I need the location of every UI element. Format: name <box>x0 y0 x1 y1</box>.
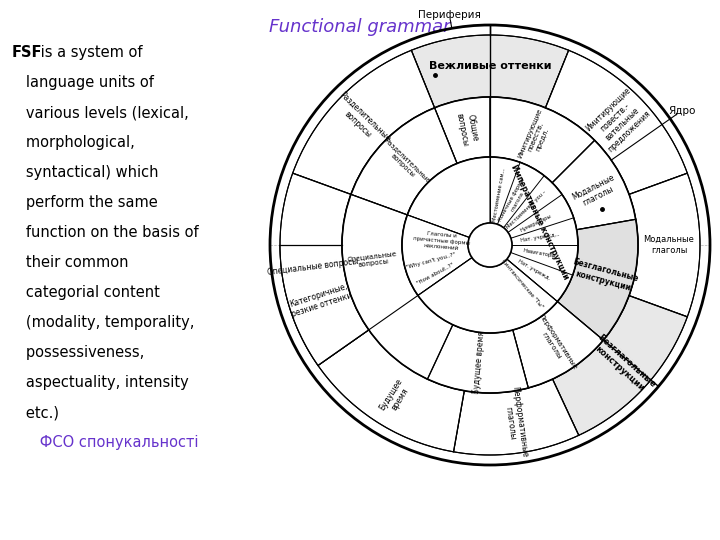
Text: Имитирующие
повеств.-
вательные
предложения: Имитирующие повеств.- вательные предложе… <box>584 86 654 156</box>
Text: language units of: language units of <box>12 75 154 90</box>
Polygon shape <box>408 157 490 238</box>
Text: Перформативные
глаголы: Перформативные глаголы <box>531 313 577 375</box>
Text: Разделительные
вопросы: Разделительные вопросы <box>379 137 432 189</box>
Polygon shape <box>546 50 688 194</box>
Text: function on the basis of: function on the basis of <box>12 225 199 240</box>
Text: Местоимение сам...: Местоимение сам... <box>492 168 506 222</box>
Polygon shape <box>351 108 457 215</box>
Polygon shape <box>428 325 528 393</box>
Text: Навигаторы: Навигаторы <box>523 248 557 259</box>
Text: Перформативные
глаголы: Перформативные глаголы <box>500 386 529 459</box>
Polygon shape <box>411 35 569 108</box>
Polygon shape <box>280 173 369 366</box>
Text: is a system of: is a system of <box>36 45 143 60</box>
Text: Императивные конструкции: Императивные конструкции <box>509 163 570 281</box>
Text: Модальные
глаголы: Модальные глаголы <box>570 172 620 211</box>
Text: Модальные
глаголы: Модальные глаголы <box>644 235 694 255</box>
Polygon shape <box>418 258 557 333</box>
Polygon shape <box>342 194 418 330</box>
Polygon shape <box>490 97 595 183</box>
Text: Будущее время: Будущее время <box>472 331 487 394</box>
Polygon shape <box>318 330 464 452</box>
Text: Конечные формы
глагола: Конечные формы глагола <box>498 177 531 225</box>
Polygon shape <box>454 379 579 455</box>
Polygon shape <box>513 301 603 388</box>
Polygon shape <box>629 173 700 317</box>
Text: Периферия: Периферия <box>418 10 481 19</box>
Text: (modality, temporality,: (modality, temporality, <box>12 315 194 330</box>
Polygon shape <box>490 157 578 301</box>
Text: Специальные вопросы: Специальные вопросы <box>266 257 359 277</box>
Text: Разделительные
вопросы: Разделительные вопросы <box>330 90 392 151</box>
Text: various levels (lexical,: various levels (lexical, <box>12 105 189 120</box>
Text: Нат. учрежд.: Нат. учрежд. <box>517 259 551 281</box>
Text: categorial content: categorial content <box>12 285 160 300</box>
Text: perform the same: perform the same <box>12 195 158 210</box>
Text: Вежливые оттенки: Вежливые оттенки <box>428 61 552 71</box>
Polygon shape <box>292 50 435 194</box>
Polygon shape <box>552 295 688 435</box>
Text: Будущее
время: Будущее время <box>377 376 413 417</box>
Text: possessiveness,: possessiveness, <box>12 345 144 360</box>
Text: FSF: FSF <box>12 45 42 60</box>
Text: Общие
вопросы: Общие вопросы <box>455 111 480 147</box>
Text: aspectuality, intensity: aspectuality, intensity <box>12 375 189 390</box>
Polygon shape <box>280 245 369 366</box>
Circle shape <box>468 223 512 267</box>
Text: Синтаксические "Ты": Синтаксические "Ты" <box>500 258 544 309</box>
Text: Functional grammar: Functional grammar <box>269 18 451 36</box>
Text: ФСО спонукальності: ФСО спонукальності <box>12 435 199 450</box>
Text: Нумераторы: Нумераторы <box>519 213 552 233</box>
Text: "How about..?": "How about..?" <box>416 262 455 286</box>
Polygon shape <box>435 97 490 164</box>
Text: their common: their common <box>12 255 128 270</box>
Text: Специальные
вопросы: Специальные вопросы <box>347 250 398 269</box>
Text: Категоричные,
резкие оттенки: Категоричные, резкие оттенки <box>287 281 353 319</box>
Text: Безглагольные
конструкции: Безглагольные конструкции <box>589 333 657 397</box>
Text: Ядро: Ядро <box>668 106 696 116</box>
Text: syntactical) which: syntactical) which <box>12 165 158 180</box>
Text: etc.): etc.) <box>12 405 59 420</box>
Text: Нат. учрежд...: Нат. учрежд... <box>520 232 560 242</box>
Text: Безглагольные
конструкции: Безглагольные конструкции <box>569 258 639 294</box>
Polygon shape <box>557 219 638 340</box>
Text: morphological,: morphological, <box>12 135 135 150</box>
Polygon shape <box>402 215 472 295</box>
Text: Глаголы и
причастные формы
наклонений: Глаголы и причастные формы наклонений <box>413 230 471 252</box>
Polygon shape <box>552 140 636 230</box>
Text: "Why can't you..?": "Why can't you..?" <box>405 252 456 270</box>
Text: Местоимение you –: Местоимение you – <box>505 190 547 230</box>
Text: Имитирующие
повеств.
предл.: Имитирующие повеств. предл. <box>516 108 556 165</box>
